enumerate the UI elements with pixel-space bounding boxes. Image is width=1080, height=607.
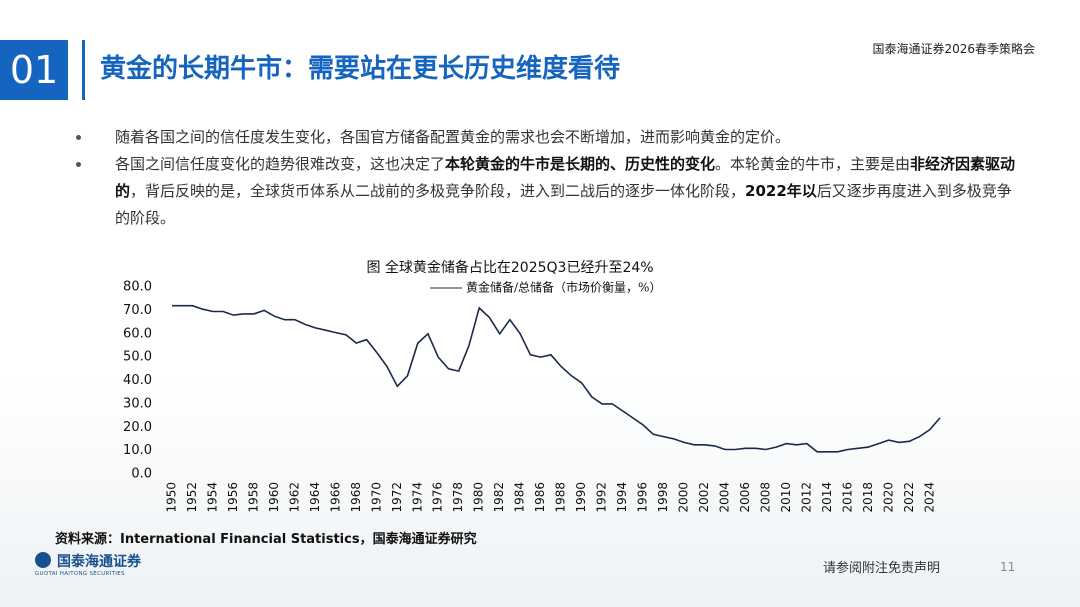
slide-title: 黄金的长期牛市：需要站在更长历史维度看待 [100,54,621,84]
x-tick-label: 1998 [656,482,670,513]
logo: 国泰海通证券 GUOTAI HAITONG SECURITIES [35,551,141,577]
x-tick-label: 1976 [431,482,445,513]
bullet: 各国之间信任度变化的趋势很难改变，这也决定了本轮黄金的牛市是长期的、历史性的变化… [70,151,1020,232]
y-tick-label: 80.0 [123,280,152,295]
bullet-text: 随着各国之间的信任度发生变化，各国官方储备配置黄金的需求也会不断增加，进而影响黄… [115,128,791,146]
x-tick-label: 1970 [369,482,383,513]
x-tick-label: 1974 [410,482,424,513]
chart-title: 图 全球黄金储备占比在2025Q3已经升至24% [366,259,653,276]
x-tick-label: 1994 [615,482,629,513]
x-tick-label: 2020 [881,482,895,513]
y-tick-label: 40.0 [123,373,152,388]
bullet-text: 后又逐步再度进入到多极竞争的阶段。 [115,182,1012,227]
x-tick-label: 1984 [513,482,527,513]
y-tick-label: 70.0 [123,303,152,318]
y-tick-label: 20.0 [123,420,152,435]
x-tick-label: 2014 [820,482,834,513]
x-tick-label: 2004 [717,482,731,513]
x-tick-label: 1966 [328,482,342,513]
x-tick-label: 1968 [349,482,363,513]
x-tick-label: 2010 [779,482,793,513]
x-tick-label: 1986 [533,482,547,513]
x-tick-label: 1978 [451,482,465,513]
bullet-text: 本轮黄金的牛市是长期的、历史性的变化 [445,155,716,173]
bullet-text: 。本轮黄金的牛市，主要是由 [715,155,911,173]
x-tick-label: 1980 [472,482,486,513]
x-tick-label: 2000 [677,482,691,513]
x-tick-label: 2008 [758,482,772,513]
x-tick-label: 2024 [922,482,936,513]
source: 资料来源：International Financial Statistics，… [55,532,477,547]
y-tick-label: 0.0 [131,467,152,482]
logo-icon [35,552,51,568]
x-tick-label: 1958 [246,482,260,513]
x-tick-label: 2012 [799,482,813,513]
x-tick-label: 1972 [390,482,404,513]
y-tick-label: 60.0 [123,326,152,341]
event-name: 国泰海通证券2026春季策略会 [872,42,1035,56]
x-tick-label: 1964 [308,482,322,513]
x-tick-label: 1988 [554,482,568,513]
x-tick-label: 1954 [205,482,219,513]
y-tick-label: 50.0 [123,350,152,365]
x-tick-label: 1992 [595,482,609,513]
legend-label: 黄金储备/总储备（市场价衡量，%） [466,280,661,295]
x-tick-label: 1952 [185,482,199,513]
y-tick-label: 10.0 [123,443,152,458]
x-tick-label: 1962 [287,482,301,513]
bullet-text: 非经济因素驱动的 [115,155,1016,200]
bullet: 随着各国之间的信任度发生变化，各国官方储备配置黄金的需求也会不断增加，进而影响黄… [70,124,1020,151]
bullet-text: 2022年以 [745,182,817,200]
y-tick-label: 30.0 [123,396,152,411]
bullet-text: 各国之间信任度变化的趋势很难改变，这也决定了 [115,155,446,173]
x-tick-label: 1996 [636,482,650,513]
x-tick-label: 1960 [267,482,281,513]
logo-name: 国泰海通证券 [57,554,141,570]
disclaimer: 请参阅附注免责声明 [823,561,941,576]
page-number: 11 [1000,560,1016,574]
divider [82,40,85,100]
x-tick-label: 1990 [574,482,588,513]
x-tick-label: 2018 [861,482,875,513]
section-number: 01 [0,40,68,100]
x-tick-label: 2016 [840,482,854,513]
x-tick-label: 1982 [492,482,506,513]
bullet-text: ，背后反映的是，全球货币体系从二战前的多极竞争阶段，进入到二战后的逐步一体化阶段… [130,182,746,200]
x-tick-label: 1950 [165,482,179,513]
data-line [172,304,941,453]
x-tick-label: 2002 [697,482,711,513]
logo-english: GUOTAI HAITONG SECURITIES [35,571,125,577]
bullet-list: 随着各国之间的信任度发生变化，各国官方储备配置黄金的需求也会不断增加，进而影响黄… [70,124,1020,232]
x-tick-label: 1956 [226,482,240,513]
chart: 图 全球黄金储备占比在2025Q3已经升至24% 0.0 10.0 20.0 30.0… [123,259,941,513]
x-tick-label: 2022 [902,482,916,513]
x-tick-label: 2006 [738,482,752,513]
